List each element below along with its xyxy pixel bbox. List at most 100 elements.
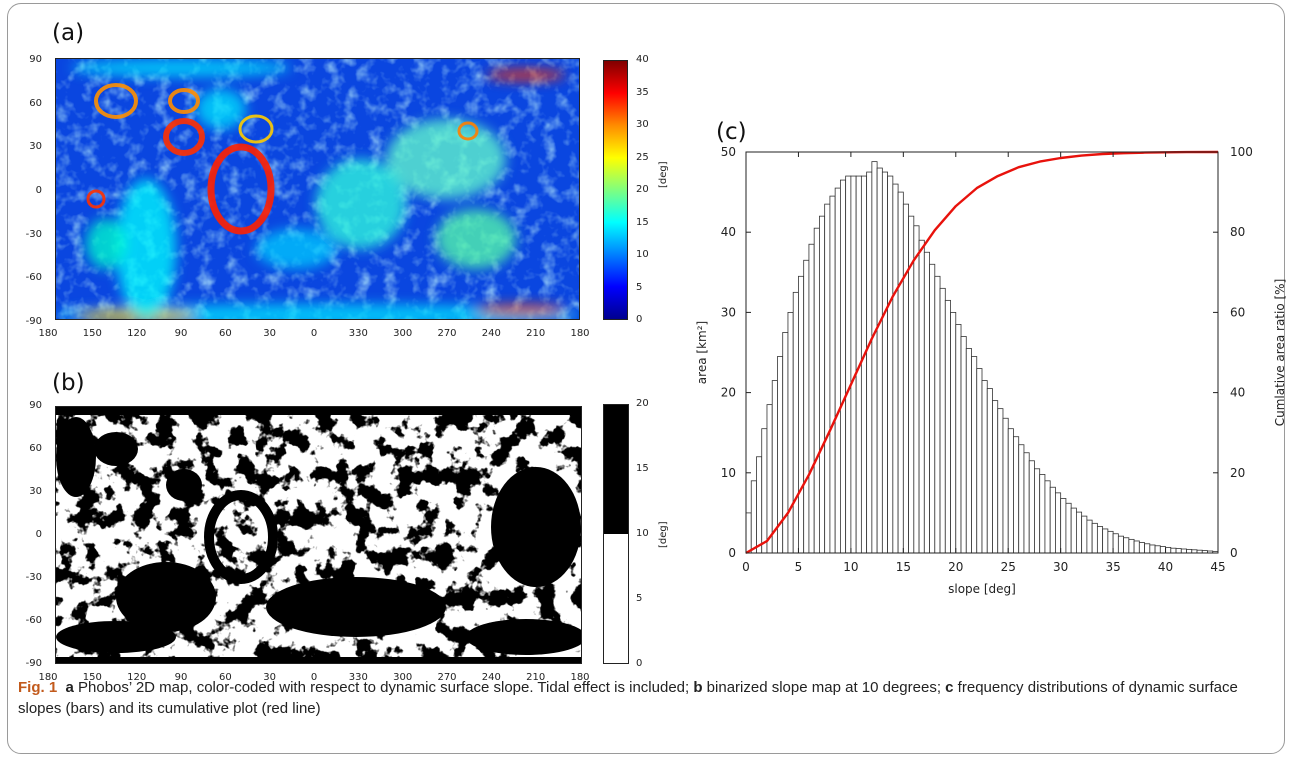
histogram-bar [751, 481, 756, 553]
histogram-bar [1092, 523, 1097, 553]
caption-b-text: binarized slope map at 10 degrees; [703, 679, 946, 696]
map-b-y-tick: 30 [29, 486, 42, 497]
map-a-y-tick: 30 [29, 141, 42, 152]
colorbar-b [603, 404, 629, 664]
histogram-bar [998, 409, 1003, 553]
histogram-bar [1176, 549, 1181, 553]
figure-caption: Fig. 1 a Phobos’ 2D map, color-coded wit… [18, 677, 1258, 719]
histogram-bar [1103, 529, 1108, 553]
binary-map-image [56, 407, 582, 664]
map-b-y-tick: 60 [29, 443, 42, 454]
histogram-bar [1045, 481, 1050, 553]
colorbar-a-tick: 30 [636, 119, 649, 130]
histogram-bar [961, 336, 966, 553]
histogram-bar [982, 381, 987, 553]
histogram-bar [809, 244, 814, 553]
histogram-bar [1139, 543, 1144, 553]
histogram-bar [972, 357, 977, 553]
y-axis-tick: 0 [728, 546, 736, 560]
histogram-bar [1171, 548, 1176, 553]
histogram-bar [819, 216, 824, 553]
x-axis-tick: 0 [742, 560, 750, 574]
panel-a-label: (a) [52, 20, 84, 46]
histogram-bar [977, 369, 982, 553]
histogram-bar [1034, 469, 1039, 553]
histogram-bar [1187, 549, 1192, 553]
histogram-bar [903, 204, 908, 553]
caption-a-text: Phobos’ 2D map, color-coded with respect… [74, 679, 693, 696]
x-axis-tick: 10 [843, 560, 858, 574]
histogram-bar [851, 176, 856, 553]
colorbar-a-tick: 35 [636, 87, 649, 98]
histogram-bar [1050, 487, 1055, 553]
histogram-bar [956, 324, 961, 553]
y-axis-label: area [km²] [695, 321, 709, 384]
x-axis-tick: 20 [948, 560, 963, 574]
map-a-y-tick: 60 [29, 98, 42, 109]
colorbar-a-tick: 10 [636, 249, 649, 260]
histogram-bar [893, 184, 898, 553]
histogram-bar [1082, 516, 1087, 553]
histogram-bar [1118, 536, 1123, 553]
map-a-x-tick: 330 [349, 328, 368, 339]
histogram-bar [924, 252, 929, 553]
caption-fig-number: Fig. 1 [18, 679, 57, 696]
map-b-y-tick: -90 [26, 658, 42, 669]
histogram-bar [1160, 547, 1165, 553]
map-b-y-tick: -60 [26, 615, 42, 626]
histogram-bar [1040, 474, 1045, 553]
x-axis-label: slope [deg] [948, 582, 1016, 596]
map-a-x-tick: 60 [219, 328, 232, 339]
histogram-bar [935, 276, 940, 553]
histogram-bar [919, 240, 924, 553]
y-axis-tick: 50 [721, 145, 736, 159]
histogram-bar [992, 401, 997, 553]
map-a-x-tick: 120 [127, 328, 146, 339]
histogram-bar [1113, 534, 1118, 553]
x-axis-tick: 45 [1210, 560, 1225, 574]
map-a-y-tick: 90 [29, 54, 42, 65]
colorbar-b-tick: 10 [636, 528, 649, 539]
x-axis-tick: 30 [1053, 560, 1068, 574]
histogram-bar [1076, 512, 1081, 553]
histogram-bar [1129, 539, 1134, 553]
histogram-bar [804, 260, 809, 553]
histogram-bar [1008, 429, 1013, 553]
colorbar-b-tick: 5 [636, 593, 642, 604]
histogram-bar [898, 192, 903, 553]
histogram-bar [1097, 527, 1102, 553]
map-a-x-tick: 30 [263, 328, 276, 339]
histogram-bar [1019, 445, 1024, 553]
map-a-y-tick: -60 [26, 272, 42, 283]
histogram-bar [1108, 531, 1113, 553]
histogram-bar [966, 348, 971, 553]
histogram-bar [914, 226, 919, 553]
histogram-bar [1029, 461, 1034, 553]
histogram-bar [987, 389, 992, 553]
histogram-bar [1150, 545, 1155, 553]
y-axis-tick: 30 [721, 305, 736, 319]
colorbar-b-tick: 20 [636, 398, 649, 409]
slope-histogram-chart: 0 5 10 15 20 25 30 35 40 450102030405002040608010… [680, 130, 1293, 630]
map-b-y-tick: 90 [29, 400, 42, 411]
histogram-bar [825, 204, 830, 553]
y2-axis-tick: 60 [1230, 305, 1245, 319]
histogram-bar [1071, 508, 1076, 553]
histogram-bar [951, 312, 956, 553]
histogram-bar [788, 312, 793, 553]
histogram-bar [872, 162, 877, 553]
histogram-bar [882, 172, 887, 553]
histogram-bar [814, 228, 819, 553]
histogram-bar [930, 264, 935, 553]
histogram-bar [1061, 498, 1066, 553]
histogram-bar [756, 457, 761, 553]
x-axis-tick: 5 [795, 560, 803, 574]
histogram-bar [846, 176, 851, 553]
histogram-bar [1013, 437, 1018, 553]
histogram-bar [793, 292, 798, 553]
map-a-y-tick: -90 [26, 316, 42, 327]
caption-a-letter: a [66, 679, 74, 696]
map-a-x-tick: 240 [482, 328, 501, 339]
map-a-y-tick: -30 [26, 229, 42, 240]
slope-map [55, 58, 580, 320]
